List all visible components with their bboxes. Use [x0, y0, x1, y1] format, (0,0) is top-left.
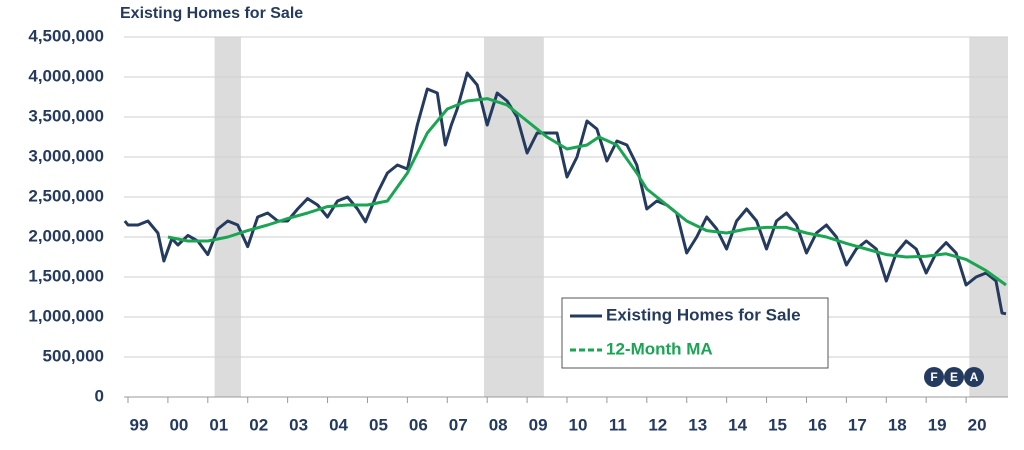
y-tick-label: 3,500,000 [28, 106, 104, 125]
logo-letter: A [970, 370, 979, 384]
x-tick-label: 14 [728, 415, 747, 434]
y-tick-label: 2,500,000 [28, 186, 104, 205]
x-tick-label: 20 [968, 415, 987, 434]
recession-shade [483, 37, 544, 397]
x-tick-label: 00 [169, 415, 188, 434]
y-tick-label: 1,000,000 [28, 306, 104, 325]
y-tick-label: 2,000,000 [28, 226, 104, 245]
legend-label: 12-Month MA [606, 339, 713, 358]
series-line [167, 97, 1007, 287]
y-tick-label: 1,500,000 [28, 266, 104, 285]
recession-shade [214, 37, 241, 397]
legend-label: Existing Homes for Sale [606, 305, 801, 324]
series-line [123, 71, 1007, 316]
y-tick-label: 0 [95, 386, 104, 405]
x-tick-label: 10 [569, 415, 588, 434]
logo-circle [944, 367, 964, 387]
y-tick-label: 3,000,000 [28, 146, 104, 165]
x-tick-label: 05 [369, 415, 388, 434]
logo-letter: E [950, 370, 958, 384]
legend-box [561, 297, 829, 369]
x-tick-label: 08 [489, 415, 508, 434]
x-tick-label: 18 [888, 415, 907, 434]
logo-circle [964, 367, 984, 387]
logo-circle [924, 367, 944, 387]
x-tick-label: 04 [329, 415, 348, 434]
x-tick-label: 01 [209, 415, 228, 434]
x-tick-label: 07 [449, 415, 468, 434]
x-tick-label: 19 [928, 415, 947, 434]
y-tick-label: 500,000 [43, 346, 104, 365]
chart-title: Existing Homes for Sale [120, 5, 303, 22]
x-tick-label: 02 [249, 415, 268, 434]
x-tick-label: 15 [768, 415, 787, 434]
recession-shade [969, 37, 1008, 397]
x-tick-label: 13 [688, 415, 707, 434]
x-tick-label: 99 [130, 415, 149, 434]
x-tick-label: 17 [848, 415, 867, 434]
x-tick-label: 06 [409, 415, 428, 434]
y-tick-label: 4,500,000 [28, 26, 104, 45]
y-tick-label: 4,000,000 [28, 66, 104, 85]
logo-letter: F [930, 370, 937, 384]
x-tick-label: 03 [289, 415, 308, 434]
x-tick-label: 09 [529, 415, 548, 434]
x-tick-label: 16 [808, 415, 827, 434]
x-tick-label: 12 [648, 415, 667, 434]
x-tick-label: 11 [609, 415, 627, 434]
